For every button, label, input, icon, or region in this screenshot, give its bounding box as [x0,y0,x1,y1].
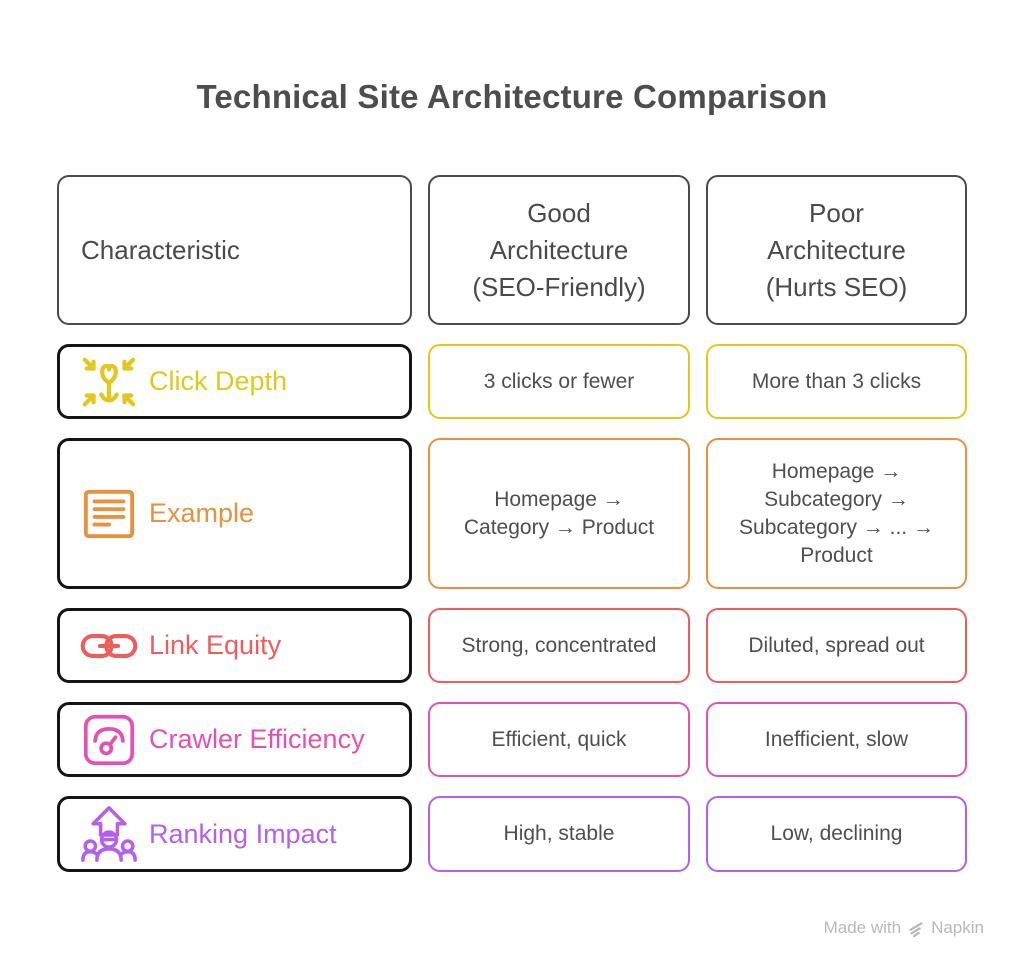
page-title: Technical Site Architecture Comparison [196,78,828,115]
row-label-example: Example [57,438,412,589]
row-label-text: Ranking Impact [149,818,337,849]
cell-click-depth-poor: More than 3 clicks [706,344,967,419]
cell-example-good: Homepage → Category → Product [428,438,690,589]
row-label-text: Click Depth [149,366,288,396]
row-label-link-equity: Link Equity [57,608,412,683]
team-growth-arrow-icon [69,803,149,865]
header-poor-architecture: Poor Architecture (Hurts SEO) [706,175,967,325]
napkin-credit: Made with Napkin [824,918,984,938]
cell-crawler-efficiency-poor: Inefficient, slow [706,702,967,777]
cell-example-poor: Homepage → Subcategory → Subcategory → .… [706,438,967,589]
comparison-table: Characteristic Good Architecture (SEO-Fr… [57,175,967,872]
cell-ranking-impact-poor: Low, declining [706,796,967,872]
header-good-architecture: Good Architecture (SEO-Friendly) [428,175,690,325]
row-label-crawler-efficiency: Crawler Efficiency [57,702,412,777]
row-label-ranking-impact: Ranking Impact [57,796,412,872]
row-label-text: Crawler Efficiency [149,724,365,754]
row-label-click-depth: Click Depth [57,344,412,419]
document-lines-icon [69,488,149,540]
row-label-text: Example [149,498,255,528]
cell-link-equity-poor: Diluted, spread out [706,608,967,683]
cell-click-depth-good: 3 clicks or fewer [428,344,690,419]
cell-crawler-efficiency-good: Efficient, quick [428,702,690,777]
row-label-text: Link Equity [149,630,282,660]
click-depth-icon [69,353,149,411]
napkin-logo-icon [907,919,925,937]
cell-link-equity-good: Strong, concentrated [428,608,690,683]
chain-link-icon [69,631,149,661]
made-with-label: Made with [823,918,902,937]
speedometer-icon [69,714,149,766]
napkin-brand-label: Napkin [931,918,984,937]
header-characteristic: Characteristic [57,175,412,325]
cell-ranking-impact-good: High, stable [428,796,690,872]
